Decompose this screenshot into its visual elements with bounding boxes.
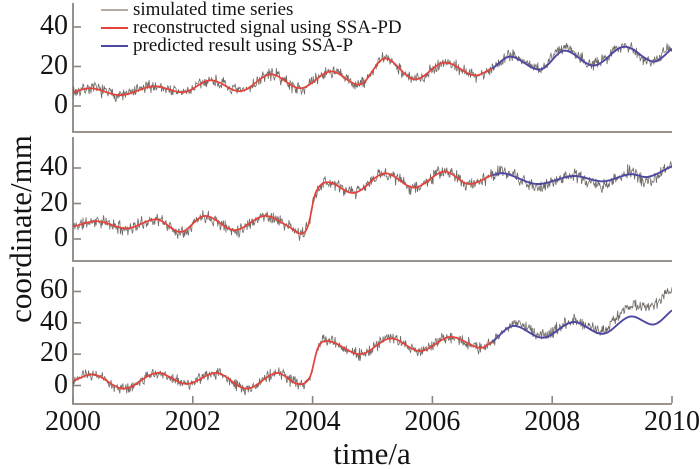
legend-line-reconstructed-icon	[101, 26, 128, 30]
subplot-bottom-axes	[72, 267, 672, 405]
y-tick-label: 40	[40, 10, 68, 41]
simulated-series-path-middle	[73, 160, 672, 241]
legend-item-predicted: predicted result using SSA-P	[101, 35, 402, 56]
y-tick-label: 20	[40, 49, 68, 81]
subplot-middle-axes	[72, 137, 672, 262]
x-axis-label: time/a	[333, 436, 411, 469]
legend: simulated time series reconstructed sign…	[101, 0, 402, 56]
x-tick-label: 2002	[164, 406, 221, 437]
reconstructed-series-path-middle	[73, 170, 493, 235]
y-tick-label: 40	[40, 305, 68, 337]
predicted-series-path-middle	[492, 165, 672, 185]
x-tick-label: 2000	[45, 406, 101, 437]
x-tick-label: 2010	[644, 406, 700, 437]
y-tick-label: 0	[54, 89, 68, 120]
simulated-series-path-bottom	[73, 287, 672, 396]
reconstructed-series-path-top	[73, 57, 493, 96]
y-tick-label: 40	[40, 151, 68, 182]
legend-label-reconstructed: reconstructed signal using SSA-PD	[133, 17, 402, 38]
predicted-series-path-bottom	[491, 309, 672, 343]
x-tick-label: 2006	[404, 406, 461, 437]
subplot-top-axes	[72, 3, 672, 133]
legend-label-simulated: simulated time series	[133, 0, 294, 20]
legend-item-simulated: simulated time series	[101, 0, 402, 20]
y-tick-label: 0	[54, 368, 68, 400]
x-tick-label: 2008	[524, 406, 581, 437]
y-tick-label: 0	[54, 222, 68, 253]
predicted-series-path-top	[491, 45, 672, 71]
legend-line-predicted-icon	[101, 44, 128, 48]
legend-line-simulated-icon	[101, 8, 128, 12]
legend-label-predicted: predicted result using SSA-P	[133, 35, 354, 56]
x-tick-label: 2004	[284, 406, 341, 437]
y-tick-label: 60	[40, 274, 68, 306]
legend-item-reconstructed: reconstructed signal using SSA-PD	[101, 17, 402, 38]
reconstructed-series-path-bottom	[73, 336, 493, 390]
y-tick-label: 20	[40, 186, 68, 218]
y-tick-label: 20	[40, 337, 68, 369]
